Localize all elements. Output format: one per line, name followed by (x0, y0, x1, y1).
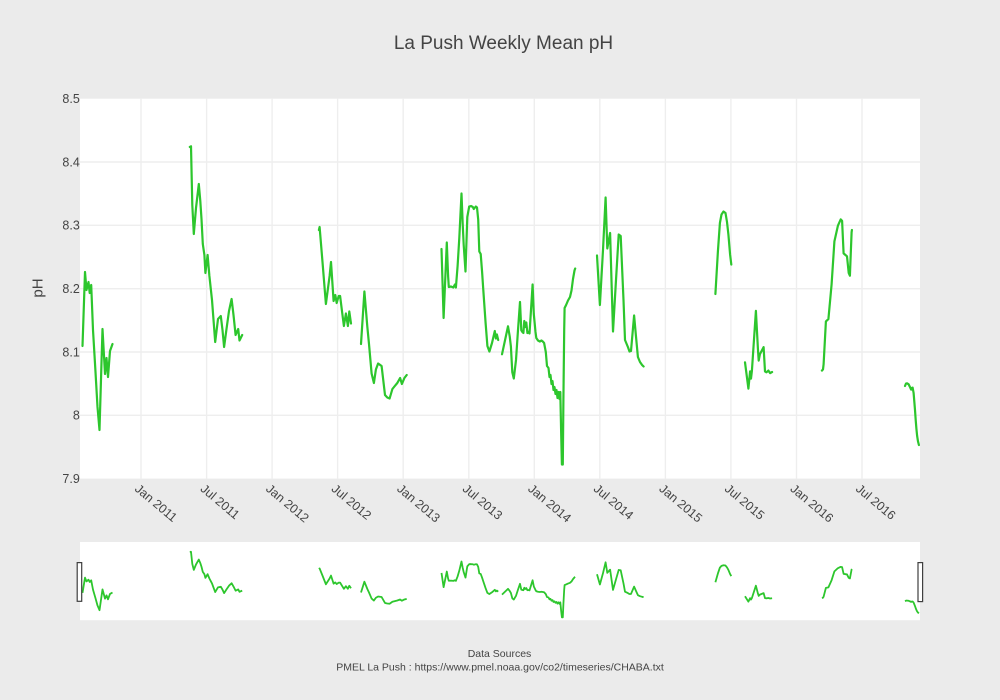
svg-text:Jul 2011: Jul 2011 (198, 482, 243, 523)
svg-text:Jan 2014: Jan 2014 (525, 482, 573, 526)
svg-text:8.5: 8.5 (62, 92, 79, 106)
svg-text:Jan 2016: Jan 2016 (788, 482, 836, 526)
svg-text:8.2: 8.2 (62, 282, 79, 296)
svg-text:Jul 2014: Jul 2014 (591, 482, 636, 523)
svg-text:8.4: 8.4 (62, 155, 79, 169)
svg-text:Data Sources: Data Sources (468, 648, 532, 660)
svg-text:Jan 2013: Jan 2013 (394, 482, 442, 526)
svg-text:Jul 2016: Jul 2016 (853, 482, 898, 523)
svg-text:8.3: 8.3 (62, 219, 79, 233)
svg-text:7.9: 7.9 (62, 472, 79, 486)
svg-text:La Push Weekly Mean pH: La Push Weekly Mean pH (394, 33, 613, 54)
svg-text:Jul 2015: Jul 2015 (722, 482, 767, 523)
svg-text:8: 8 (73, 409, 80, 423)
svg-text:PMEL La Push : https://www.pme: PMEL La Push : https://www.pmel.noaa.gov… (336, 662, 664, 674)
svg-text:8.1: 8.1 (62, 345, 79, 359)
svg-text:Jan 2012: Jan 2012 (263, 482, 311, 526)
svg-text:Jan 2015: Jan 2015 (656, 482, 704, 526)
svg-text:Jul 2013: Jul 2013 (460, 482, 505, 523)
svg-text:Jul 2012: Jul 2012 (329, 482, 374, 523)
svg-text:pH: pH (30, 278, 47, 297)
svg-text:Jan 2011: Jan 2011 (132, 482, 180, 525)
